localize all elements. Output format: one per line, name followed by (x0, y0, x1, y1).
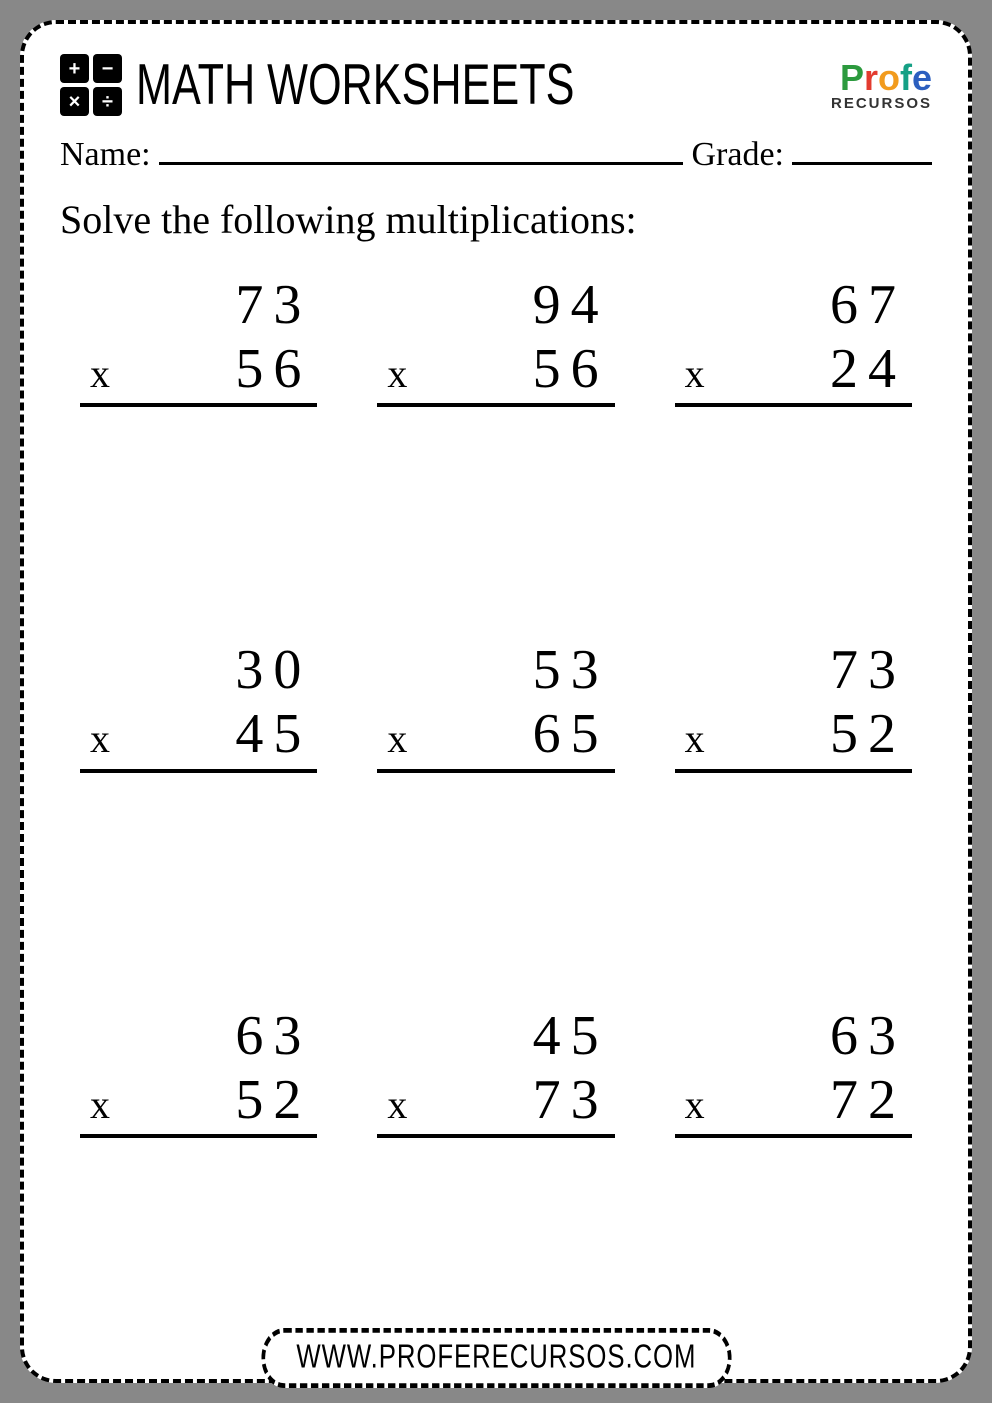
multiplicand: 73 (675, 638, 912, 702)
problem: 67 x 24 (675, 273, 912, 628)
times-operator: x (685, 716, 705, 762)
problem: 45 x 73 (377, 1004, 614, 1359)
times-icon: × (60, 87, 89, 116)
multiplicand: 73 (80, 273, 317, 337)
multiplier: 56 (235, 337, 311, 401)
multiplier: 65 (533, 702, 609, 766)
multiplicand: 94 (377, 273, 614, 337)
times-operator: x (387, 351, 407, 397)
multiplicand: 30 (80, 638, 317, 702)
student-fields: Name: Grade: (60, 134, 932, 174)
multiplicand: 63 (80, 1004, 317, 1068)
multiplier: 45 (235, 702, 311, 766)
multiplier: 24 (830, 337, 906, 401)
math-ops-icon: + − × ÷ (60, 54, 122, 116)
problem: 63 x 72 (675, 1004, 912, 1359)
plus-icon: + (60, 54, 89, 83)
problem: 73 x 56 (80, 273, 317, 628)
times-operator: x (685, 351, 705, 397)
problem: 53 x 65 (377, 638, 614, 993)
multiplier: 73 (533, 1068, 609, 1132)
times-operator: x (90, 351, 110, 397)
name-input-line[interactable] (159, 134, 684, 165)
multiplier: 52 (235, 1068, 311, 1132)
multiplier: 56 (533, 337, 609, 401)
problem: 94 x 56 (377, 273, 614, 628)
times-operator: x (387, 716, 407, 762)
multiplier: 72 (830, 1068, 906, 1132)
minus-icon: − (93, 54, 122, 83)
multiplicand: 63 (675, 1004, 912, 1068)
divide-icon: ÷ (93, 87, 122, 116)
multiplicand: 53 (377, 638, 614, 702)
worksheet-sheet: + − × ÷ MATH WORKSHEETS Profe RECURSOS N… (20, 20, 972, 1383)
multiplicand: 67 (675, 273, 912, 337)
logo-word: Profe (831, 60, 932, 96)
footer: WWW.PROFERECURSOS.COM (24, 1333, 968, 1383)
times-operator: x (685, 1082, 705, 1128)
times-operator: x (90, 716, 110, 762)
header: + − × ÷ MATH WORKSHEETS Profe RECURSOS (60, 54, 932, 116)
problem: 63 x 52 (80, 1004, 317, 1359)
footer-url: WWW.PROFERECURSOS.COM (261, 1328, 731, 1388)
grade-label: Grade: (691, 136, 784, 174)
multiplier: 52 (830, 702, 906, 766)
multiplicand: 45 (377, 1004, 614, 1068)
grade-input-line[interactable] (792, 134, 932, 165)
brand-logo: Profe RECURSOS (831, 60, 932, 111)
problems-grid: 73 x56 94 x56 67 x24 30 x45 53 x65 73 x5… (80, 273, 912, 1359)
times-operator: x (387, 1082, 407, 1128)
instruction-text: Solve the following multiplications: (60, 196, 932, 243)
title-block: + − × ÷ MATH WORKSHEETS (60, 54, 623, 116)
logo-subtitle: RECURSOS (831, 96, 932, 111)
name-label: Name: (60, 136, 151, 174)
problem: 30 x 45 (80, 638, 317, 993)
times-operator: x (90, 1082, 110, 1128)
problem: 73 x 52 (675, 638, 912, 993)
page-title: MATH WORKSHEETS (136, 52, 574, 118)
